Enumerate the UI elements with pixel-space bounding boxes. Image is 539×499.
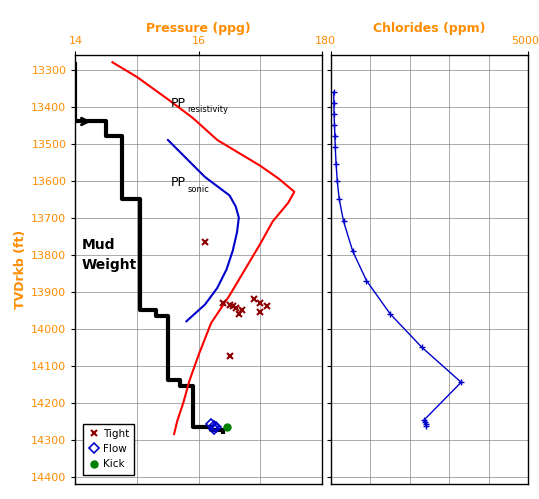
Text: PP: PP bbox=[171, 176, 186, 189]
X-axis label: Chlorides (ppm): Chlorides (ppm) bbox=[374, 21, 486, 35]
Text: Mud: Mud bbox=[81, 238, 115, 252]
Text: Weight: Weight bbox=[81, 258, 137, 272]
X-axis label: Pressure (ppg): Pressure (ppg) bbox=[147, 21, 251, 35]
Text: sonic: sonic bbox=[188, 185, 210, 194]
Text: resistivity: resistivity bbox=[188, 105, 229, 114]
Legend: Tight, Flow, Kick: Tight, Flow, Kick bbox=[83, 424, 134, 475]
Y-axis label: TVDrkb (ft): TVDrkb (ft) bbox=[14, 230, 27, 309]
Text: PP: PP bbox=[171, 97, 186, 110]
